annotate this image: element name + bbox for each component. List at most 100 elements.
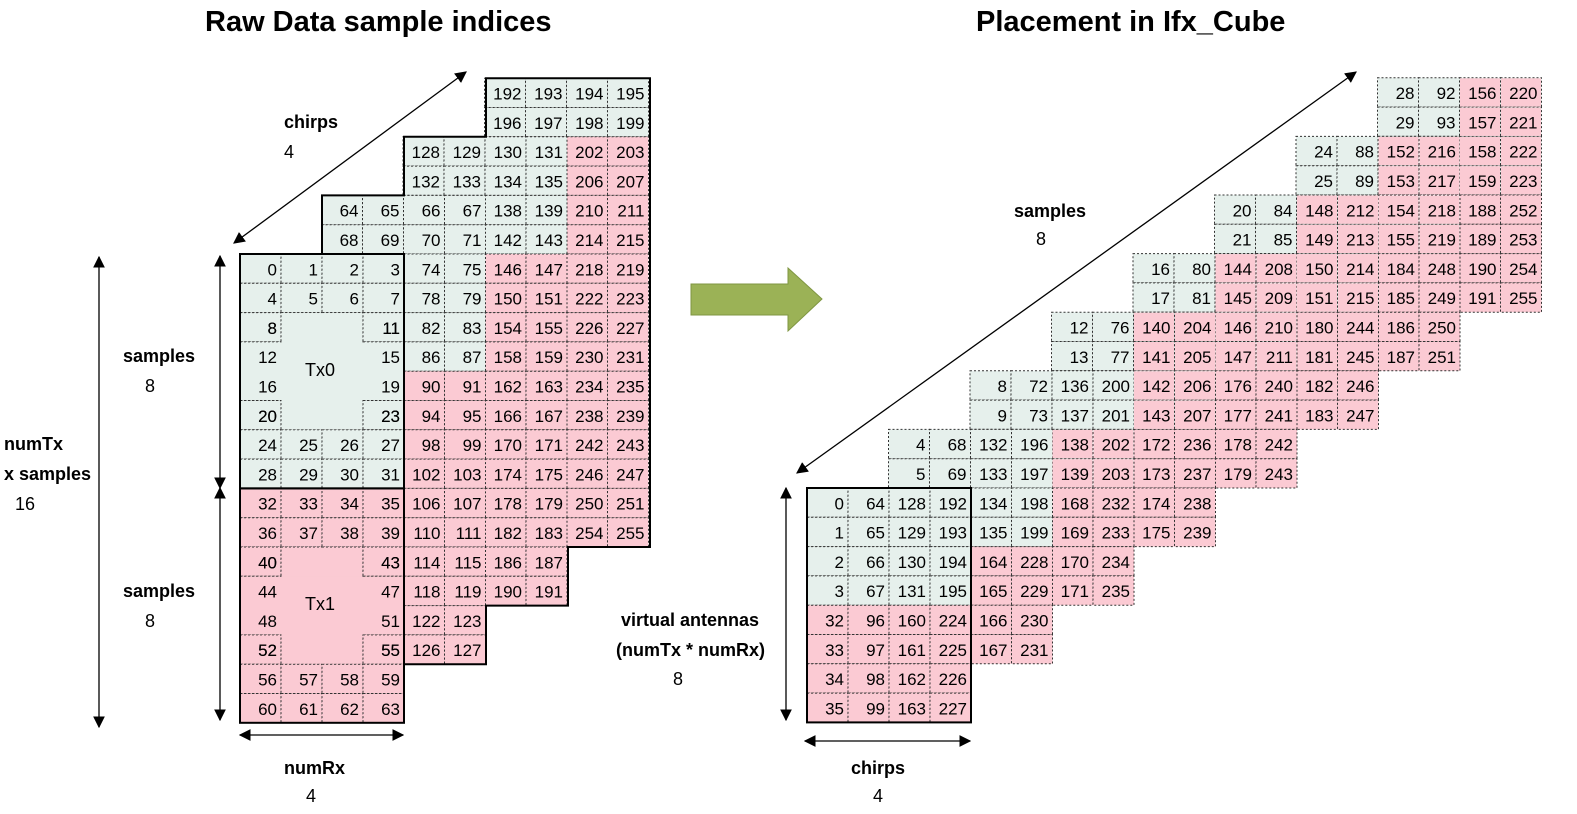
numtx-label-2: x samples [4, 464, 92, 484]
cube-cell [1174, 487, 1216, 518]
raw-cell [525, 429, 568, 460]
raw-cell-value: 106 [412, 495, 440, 514]
cube-cell-value: 92 [1437, 84, 1456, 103]
cube-cell-value: 35 [825, 699, 844, 718]
raw-cell-value: 174 [494, 465, 522, 484]
cube-cell [1500, 282, 1542, 313]
raw-cell [444, 370, 486, 402]
cube-cell [1174, 516, 1216, 548]
raw-cell [525, 458, 568, 489]
raw-cell [362, 253, 405, 284]
cube-cell [847, 692, 890, 723]
raw-cell-value: 30 [340, 465, 359, 484]
raw-cell-value: 227 [616, 319, 644, 338]
cube-cell-value: 200 [1102, 377, 1130, 396]
raw-cell-value: 123 [453, 612, 481, 631]
raw-cell [444, 282, 486, 314]
raw-cell [525, 224, 568, 255]
raw-cell [444, 341, 486, 372]
cube-cell-value: 3 [835, 582, 844, 601]
raw-cell [321, 663, 364, 695]
left-chirps-arrow [233, 71, 467, 244]
cube-cell-value: 25 [1314, 172, 1333, 191]
raw-cell-value: 8 [268, 319, 277, 338]
raw-cell-value: 186 [494, 553, 522, 572]
raw-cell-value: 135 [535, 172, 563, 191]
cube-cell-value: 229 [1020, 582, 1048, 601]
raw-cell [607, 341, 649, 372]
raw-cell-value: 146 [494, 260, 522, 279]
va-label-2: (numTx * numRx) [616, 640, 766, 660]
raw-cell-value: 70 [422, 231, 441, 250]
raw-cell [362, 634, 405, 665]
cube-cell-value: 134 [979, 494, 1007, 513]
raw-cell-value: 58 [340, 671, 359, 690]
raw-cell-value: 238 [575, 407, 603, 426]
raw-cell [525, 194, 568, 226]
raw-cell-value: 83 [463, 319, 482, 338]
cube-cell [888, 487, 931, 518]
cube-cell-value: 151 [1305, 289, 1333, 308]
numtx-value: 16 [15, 494, 36, 514]
cube-cell [970, 634, 1012, 665]
cube-cell-value: 183 [1305, 406, 1333, 425]
raw-cell-value: 159 [535, 348, 563, 367]
cube-cell-value: 159 [1468, 172, 1496, 191]
raw-cell [525, 517, 568, 548]
cube-cell [1092, 575, 1135, 606]
cube-cell [888, 634, 931, 665]
cube-cell-value: 144 [1224, 260, 1252, 279]
tx-area [240, 342, 404, 400]
raw-cell [484, 575, 527, 607]
raw-cell-value: 211 [617, 202, 644, 221]
raw-cell [484, 107, 526, 138]
raw-cell-value: 215 [616, 231, 644, 250]
cube-cell-value: 73 [1029, 406, 1048, 425]
cube-cell-value: 220 [1509, 84, 1537, 103]
raw-cell-value: 130 [494, 143, 522, 162]
raw-cell-value: 27 [381, 436, 400, 455]
cube-cell-value: 180 [1305, 319, 1333, 338]
cube-cell-value: 239 [1183, 524, 1211, 543]
raw-cell [362, 546, 405, 577]
raw-cell [239, 517, 282, 548]
cube-cell-value: 167 [979, 641, 1007, 660]
raw-cell-value: 115 [454, 553, 481, 572]
raw-cell-value: 118 [413, 583, 440, 602]
cube-cell [1418, 106, 1460, 137]
cube-cell-value: 194 [939, 553, 967, 572]
raw-cell-value: 139 [535, 202, 563, 221]
cube-cell [1011, 634, 1053, 665]
raw-cell [525, 312, 568, 343]
left-samples-value: 8 [145, 376, 156, 396]
raw-cell-value: 195 [616, 85, 644, 104]
raw-cell-value: 52 [258, 641, 277, 660]
cube-cell-value: 135 [979, 524, 1007, 543]
raw-cell-value: 19 [381, 378, 400, 397]
cube-cell-value: 221 [1509, 113, 1537, 132]
cube-cell-value: 99 [866, 699, 885, 718]
raw-cell-value: 48 [258, 612, 277, 631]
cube-cell-value: 187 [1387, 348, 1415, 367]
raw-cell-value: 239 [616, 407, 644, 426]
cube-cell-pink [1501, 78, 1541, 107]
raw-cell-value: 32 [258, 495, 277, 514]
raw-cell-value: 34 [340, 495, 359, 514]
raw-cell [484, 253, 527, 284]
raw-cell-value: 182 [494, 524, 522, 543]
raw-cell-value: 36 [258, 524, 277, 543]
raw-cell-value: 74 [422, 260, 441, 279]
raw-cell-value: 179 [535, 495, 563, 514]
cube-cell-value: 195 [939, 582, 967, 601]
cube-cell-value: 147 [1224, 348, 1252, 367]
cube-cell [1011, 516, 1053, 548]
raw-cell-value: 129 [453, 143, 481, 162]
cube-cell-value: 219 [1428, 231, 1456, 250]
cube-cell-value: 190 [1468, 260, 1496, 279]
raw-cell [239, 282, 282, 314]
cube-cell-value: 192 [939, 494, 967, 513]
raw-cell-value: 28 [258, 465, 277, 484]
cube-cell-value: 191 [1468, 289, 1496, 308]
raw-cell-value: 40 [258, 553, 277, 572]
cube-cell-value: 245 [1346, 348, 1374, 367]
